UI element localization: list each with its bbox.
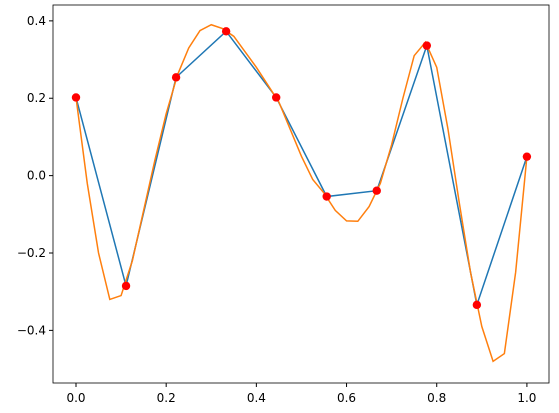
y-tick-label: 0.4 <box>27 14 46 28</box>
y-tick-label: 0.2 <box>27 91 46 105</box>
series-line <box>75 23 528 363</box>
x-tick-label: 0.4 <box>247 391 266 405</box>
series-line <box>75 30 528 308</box>
x-tick-label: 0.6 <box>337 391 356 405</box>
x-tick-label: 0.2 <box>157 391 176 405</box>
scatter-point <box>272 93 281 102</box>
scatter-point <box>71 93 81 102</box>
scatter-point <box>221 27 231 36</box>
scatter-point <box>422 41 432 50</box>
scatter-point <box>171 73 181 82</box>
y-tick-label: −0.2 <box>17 246 46 260</box>
y-tick-label: −0.4 <box>17 323 46 337</box>
y-tick-label: 0.0 <box>27 169 46 183</box>
x-tick-label: 1.0 <box>517 391 536 405</box>
scatter-point <box>372 186 381 195</box>
scatter-point <box>522 152 532 161</box>
x-tick-label: 0.0 <box>66 391 85 405</box>
scatter-point <box>322 192 331 201</box>
scatter-point <box>472 300 482 310</box>
plot-frame <box>52 4 550 384</box>
x-tick-label: 0.8 <box>427 391 446 405</box>
scatter-point <box>121 281 131 291</box>
